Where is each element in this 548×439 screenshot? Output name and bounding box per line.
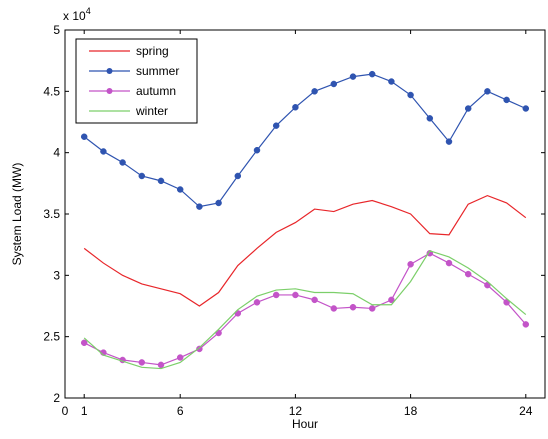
data-point-summer [426, 115, 434, 122]
data-point-autumn [138, 359, 146, 366]
x-tick-label: 18 [404, 404, 418, 418]
y-tick-label: 3.5 [43, 207, 60, 221]
x-tick-label: 24 [519, 404, 533, 418]
data-point-autumn [464, 270, 472, 278]
legend-box [75, 38, 198, 124]
y-tick-label: 5 [53, 23, 60, 37]
data-point-summer [215, 199, 222, 207]
x-axis-label: Hour [292, 417, 318, 431]
data-point-summer [484, 88, 491, 95]
series-lines [80, 70, 530, 370]
data-point-autumn [272, 291, 280, 299]
legend: spring summer autumn winter [75, 38, 198, 124]
data-point-summer [330, 80, 338, 88]
data-point-autumn [388, 296, 395, 304]
legend-marker [106, 88, 113, 94]
data-point-autumn [157, 361, 165, 369]
data-point-summer [522, 105, 530, 112]
data-point-summer [138, 172, 146, 180]
data-point-autumn [253, 299, 261, 306]
y-tick-label: 2 [53, 391, 60, 405]
data-point-autumn [445, 259, 453, 267]
legend-item-summer: summer [89, 64, 179, 78]
y-tick-label: 3 [53, 268, 60, 282]
data-point-summer [503, 96, 510, 104]
y-tick-label: 4 [53, 146, 60, 160]
data-point-summer [119, 159, 126, 166]
data-point-autumn [522, 321, 530, 328]
series-winter [83, 250, 527, 370]
data-point-summer [292, 104, 299, 111]
series-spring [83, 194, 527, 307]
data-point-summer [253, 146, 261, 154]
data-point-summer [349, 73, 357, 80]
y-axis-multiplier: x 104 [63, 6, 91, 23]
series-line-summer [83, 73, 527, 208]
legend-item-winter: winter [89, 104, 168, 118]
data-point-summer [445, 138, 453, 145]
data-point-summer [80, 133, 88, 140]
legend-label: autumn [136, 84, 176, 98]
y-tick-label: 4.5 [43, 84, 60, 98]
data-point-autumn [407, 261, 414, 268]
data-point-summer [176, 186, 184, 193]
data-point-summer [368, 70, 376, 78]
data-point-autumn [196, 345, 203, 353]
legend-item-autumn: autumn [89, 84, 176, 98]
series-summer [80, 70, 530, 210]
y-axis-label: System Load (MW) [10, 163, 24, 266]
data-point-summer [100, 148, 107, 155]
x-tick-label: 1 [81, 404, 88, 418]
legend-marker [106, 68, 113, 74]
axes: 0 1 6 12 18 24 2 2.5 3 3.5 4 4.5 5 [43, 23, 546, 418]
data-point-summer [464, 105, 472, 112]
y-multiplier-base: x 10 [63, 9, 86, 23]
data-point-autumn [349, 303, 357, 311]
legend-item-spring: spring [89, 44, 169, 58]
legend-label: summer [136, 64, 179, 78]
data-point-autumn [176, 354, 184, 361]
data-point-summer [234, 172, 242, 180]
data-point-autumn [368, 305, 376, 312]
x-tick-label: 6 [177, 404, 184, 418]
legend-label: spring [136, 44, 169, 58]
x-tick-label: 12 [289, 404, 303, 418]
y-tick-label: 2.5 [43, 330, 60, 344]
data-point-summer [407, 91, 414, 99]
series-line-spring [83, 194, 527, 307]
data-point-summer [388, 78, 395, 85]
x-tick-label: 0 [62, 404, 69, 418]
data-point-summer [196, 203, 203, 210]
data-point-autumn [311, 296, 318, 304]
series-line-winter [83, 250, 527, 370]
data-point-summer [157, 177, 165, 185]
y-multiplier-exponent: 4 [86, 6, 91, 16]
data-point-summer [272, 122, 280, 129]
data-point-autumn [330, 305, 338, 312]
data-point-summer [311, 88, 318, 95]
legend-label: winter [135, 104, 168, 118]
data-point-autumn [292, 291, 299, 299]
data-point-autumn [80, 339, 88, 347]
